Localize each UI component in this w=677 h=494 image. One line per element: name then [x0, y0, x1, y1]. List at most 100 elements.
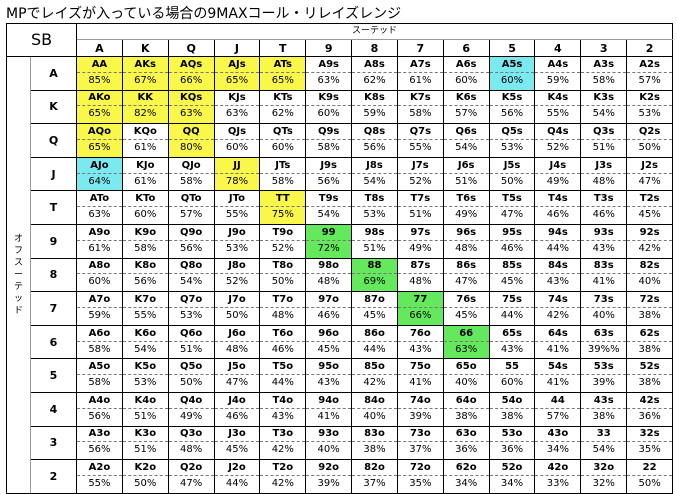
hand-equity: 53%	[638, 108, 661, 120]
hand-equity: 48%	[592, 175, 615, 187]
hand-equity: 47%	[180, 477, 203, 489]
hand-cell: Q3s 51%	[580, 123, 628, 158]
hand-equity: 51%	[455, 175, 478, 187]
hand-cell: AJo 64%	[76, 157, 123, 192]
hand-label: A7o	[77, 293, 122, 308]
hand-equity: 48%	[455, 242, 478, 254]
hand-cell: T9s 54%	[305, 190, 353, 225]
hand-equity: 45%	[638, 209, 661, 221]
hand-label: 42o	[535, 461, 580, 476]
hand-cell: A7o 59%	[76, 291, 123, 326]
hand-cell: A2s 57%	[626, 56, 674, 91]
hand-label: 62o	[443, 461, 489, 476]
hand-label: 74o	[397, 394, 443, 409]
hand-cell: T5s 47%	[489, 190, 536, 225]
hand-equity: 34%	[455, 477, 478, 489]
hand-equity: 59%	[546, 74, 569, 86]
hand-label: 74s	[535, 293, 580, 308]
hand-label: JTo	[214, 192, 259, 208]
hand-label: T9o	[260, 226, 305, 241]
hand-label: A3s	[581, 58, 626, 73]
hand-equity: 54%	[592, 108, 615, 120]
hand-cell: Q9o 56%	[168, 224, 215, 259]
hand-cell: Q8s 56%	[351, 123, 398, 158]
hand-cell: 64s 41%	[534, 325, 582, 360]
row-rank-7: 7	[30, 291, 78, 326]
hand-label: 93s	[581, 226, 626, 241]
hand-label: A8o	[77, 259, 122, 275]
hand-equity: 37%	[363, 477, 386, 489]
hand-equity: 54%	[592, 444, 615, 456]
hand-cell: 96s 48%	[443, 224, 490, 259]
hand-equity: 39%	[409, 410, 432, 422]
hand-equity: 44%	[546, 242, 569, 254]
hand-cell: A9o 61%	[76, 224, 123, 259]
hand-equity: 38%	[363, 444, 386, 456]
hand-equity: 60%	[455, 74, 478, 86]
hand-label: J9s	[306, 159, 351, 174]
hand-label: QJo	[168, 159, 214, 174]
table-row: オフスーテッド A AA 85% AKs 67% AQs 66% AJs 65% ATs 65% A9s…	[6, 56, 674, 494]
hand-cell: J9o 53%	[214, 224, 261, 259]
hand-equity: 61%	[88, 242, 111, 254]
hand-cell: A7s 61%	[397, 56, 444, 91]
row-rank-k: K	[30, 90, 78, 125]
hand-label: KJs	[214, 91, 259, 107]
hand-label: J7s	[397, 159, 443, 174]
hand-label: K7s	[397, 91, 443, 107]
row-rank-4: 4	[30, 392, 78, 427]
hand-cell: JTs 58%	[259, 157, 307, 192]
hand-cell: A8s 62%	[351, 56, 398, 91]
hand-cell: KTs 62%	[259, 90, 307, 125]
hand-equity: 53%	[500, 141, 524, 153]
hand-label: Q4o	[168, 394, 214, 409]
hand-label: 53s	[581, 360, 626, 376]
hand-label: QTo	[168, 192, 214, 208]
hand-equity: 54%	[455, 141, 478, 153]
hand-equity: 50%	[180, 377, 203, 389]
column-rank-a: A	[76, 39, 123, 57]
hand-equity: 44%	[271, 377, 294, 389]
hand-equity: 49%	[546, 175, 569, 187]
hand-equity: 63%	[225, 108, 249, 120]
hand-cell: J2s 47%	[626, 157, 674, 192]
hand-label: Q7s	[397, 125, 443, 140]
hand-cell: Q4s 52%	[534, 123, 582, 158]
hand-equity: 34%	[500, 477, 524, 489]
row-rank-t: T	[30, 190, 78, 225]
hand-cell: Q9s 58%	[305, 123, 353, 158]
table-row: 7 A7o 59% K7o 55% Q7o 53% J7o 50% T7o 48% 97o 46% 87o…	[7, 291, 674, 326]
hand-equity: 53%	[363, 209, 386, 221]
hand-label: 44	[535, 394, 580, 409]
hand-cell: 43o 34%	[534, 426, 582, 461]
hand-label: 64o	[443, 394, 489, 409]
hand-equity: 41%	[409, 377, 432, 389]
hand-equity: 42%	[638, 242, 661, 254]
hand-equity: 38%	[455, 410, 478, 422]
hand-cell: Q6o 51%	[168, 325, 215, 360]
hand-equity: 60%	[134, 209, 157, 221]
hand-label: 93o	[306, 427, 351, 443]
hand-cell: ATs 65%	[259, 56, 307, 91]
hand-label: A6s	[443, 58, 489, 73]
hand-equity: 41%	[546, 343, 569, 355]
hand-label: AA	[77, 58, 122, 73]
hand-label: J4s	[535, 159, 580, 174]
hand-label: 52o	[489, 461, 534, 476]
hand-equity: 85%	[88, 74, 111, 86]
hand-cell: K6s 57%	[443, 90, 490, 125]
hand-cell: A6o 58%	[76, 325, 123, 360]
hand-label: JJ	[214, 159, 259, 174]
hand-label: 75s	[489, 293, 534, 308]
hand-cell: 83s 41%	[580, 258, 628, 293]
column-rank-3: 3	[580, 39, 628, 57]
hand-label: 55	[489, 360, 534, 376]
hand-cell: A4o 56%	[76, 392, 123, 427]
hand-equity: 48%	[225, 343, 249, 355]
hand-label: T6s	[443, 192, 489, 208]
hand-equity: 42%	[271, 477, 294, 489]
hand-label: A2s	[627, 58, 672, 73]
hand-cell: 43s 38%	[580, 392, 628, 427]
